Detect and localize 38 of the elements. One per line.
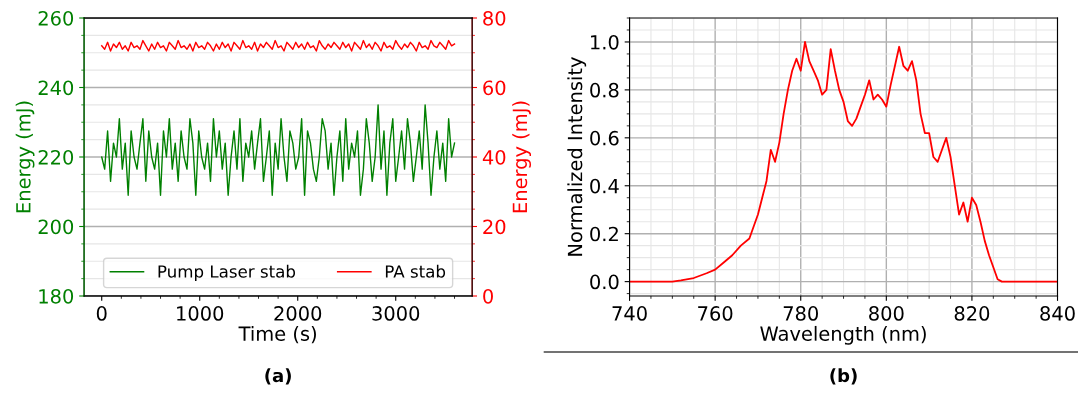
legend-label: Pump Laser stab (158, 264, 296, 281)
x-tick-label: 820 (954, 306, 990, 321)
x-tick-label: 800 (869, 306, 904, 321)
legend-label: PA stab (385, 264, 446, 278)
x-tick-label: 3000 (372, 306, 420, 321)
y-tick-label: 0.8 (590, 82, 619, 98)
x-tick-label: 760 (698, 306, 733, 321)
x-axis-title: Time (s) (238, 325, 316, 344)
x-tick-label: 2000 (274, 306, 322, 321)
y-tick-label: 260 (38, 10, 74, 26)
text: (b) (830, 368, 857, 385)
y2-tick-label: 20 (483, 219, 506, 235)
y-tick-label: 1.0 (591, 34, 619, 50)
y-axis-title: Normalized Intensity (567, 57, 587, 256)
y-tick-label: 220 (38, 149, 74, 165)
y-tick-label: 180 (39, 288, 74, 304)
y-tick-label: 0.4 (590, 178, 619, 194)
y-tick-label: 0.6 (590, 130, 619, 146)
x-tick-label: 1000 (177, 306, 224, 321)
y2-tick-label: 60 (483, 80, 506, 96)
y2-axis-title: Energy (mJ) (512, 101, 531, 213)
text: (a) (265, 368, 291, 385)
y-tick-label: 0.2 (590, 226, 618, 242)
x-tick-label: 0 (96, 306, 107, 321)
y2-tick-label: 80 (483, 10, 506, 26)
x-tick-label: 780 (783, 306, 818, 321)
line-series (101, 104, 456, 196)
y2-tick-label: 40 (482, 149, 506, 165)
y-tick-label: 0.0 (590, 274, 619, 290)
line-series (101, 39, 456, 52)
x-axis-title: Wavelength (nm) (760, 325, 926, 345)
y-tick-label: 240 (38, 80, 74, 96)
x-tick-label: 740 (612, 306, 647, 321)
line-series (629, 41, 1058, 283)
x-tick-label: 840 (1040, 306, 1075, 321)
y-axis-title: Energy (mJ) (15, 101, 35, 213)
y2-tick-label: 0 (483, 288, 493, 304)
y-tick-label: 200 (38, 219, 74, 235)
